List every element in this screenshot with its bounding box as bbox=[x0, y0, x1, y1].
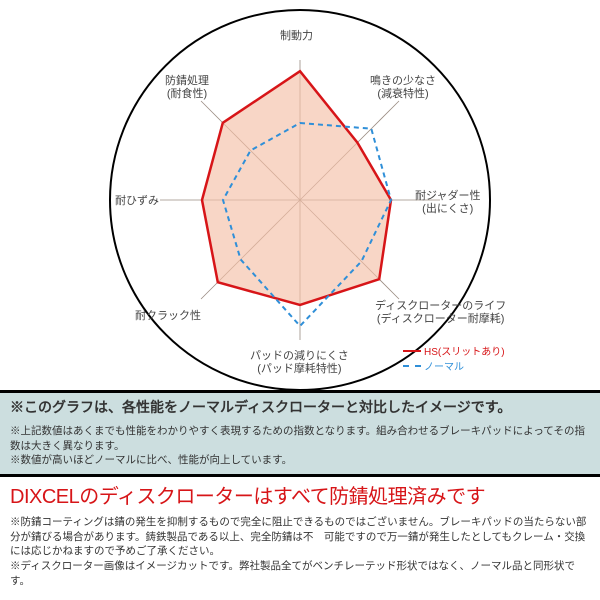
note-line: ※防錆コーティングは錆の発生を抑制するもので完全に阻止できるものではございません… bbox=[10, 515, 590, 559]
rustproof-banner: DIXCELのディスクローターはすべて防錆処理済みです bbox=[0, 474, 600, 512]
note-line: ※数値が高いほどノーマルに比べ、性能が向上しています。 bbox=[10, 453, 590, 468]
rustproof-note: ※防錆コーティングは錆の発生を抑制するもので完全に阻止できるものではございません… bbox=[0, 512, 600, 594]
note-line: ※ディスクローター画像はイメージカットです。弊社製品全てがベンチレーテッド形状で… bbox=[10, 559, 590, 588]
axis-label: パッドの減りにくさ(パッド摩耗特性) bbox=[250, 350, 349, 376]
legend-label: ノーマル bbox=[424, 358, 464, 373]
legend-swatch bbox=[403, 365, 421, 367]
axis-label: 防錆処理(耐食性) bbox=[165, 75, 209, 101]
axis-label: ディスクローターのライフ(ディスクローター耐摩耗) bbox=[375, 300, 506, 326]
comparison-note: ※上記数値はあくまでも性能をわかりやすく表現するための指数となります。組み合わせ… bbox=[0, 421, 600, 474]
axis-label: 制動力 bbox=[280, 30, 313, 43]
axis-label: 耐ジャダー性(出にくさ) bbox=[415, 190, 480, 216]
comparison-banner: ※このグラフは、各性能をノーマルディスクローターと対比したイメージです。 bbox=[0, 390, 600, 421]
legend-label: HS(スリットあり) bbox=[424, 343, 505, 358]
radar-chart-container: 制動力鳴きの少なさ(減衰特性) 耐ジャダー性(出にくさ) ディスクローターのライフ(… bbox=[0, 0, 600, 390]
axis-label: 耐ひずみ bbox=[115, 195, 159, 208]
legend-swatch bbox=[403, 350, 421, 352]
axis-label: 鳴きの少なさ(減衰特性) bbox=[370, 75, 436, 101]
axis-label: 耐クラック性 bbox=[135, 310, 201, 323]
note-line: ※上記数値はあくまでも性能をわかりやすく表現するための指数となります。組み合わせ… bbox=[10, 424, 590, 453]
legend-item: ノーマル bbox=[400, 357, 467, 374]
radar-chart-svg bbox=[0, 0, 600, 390]
